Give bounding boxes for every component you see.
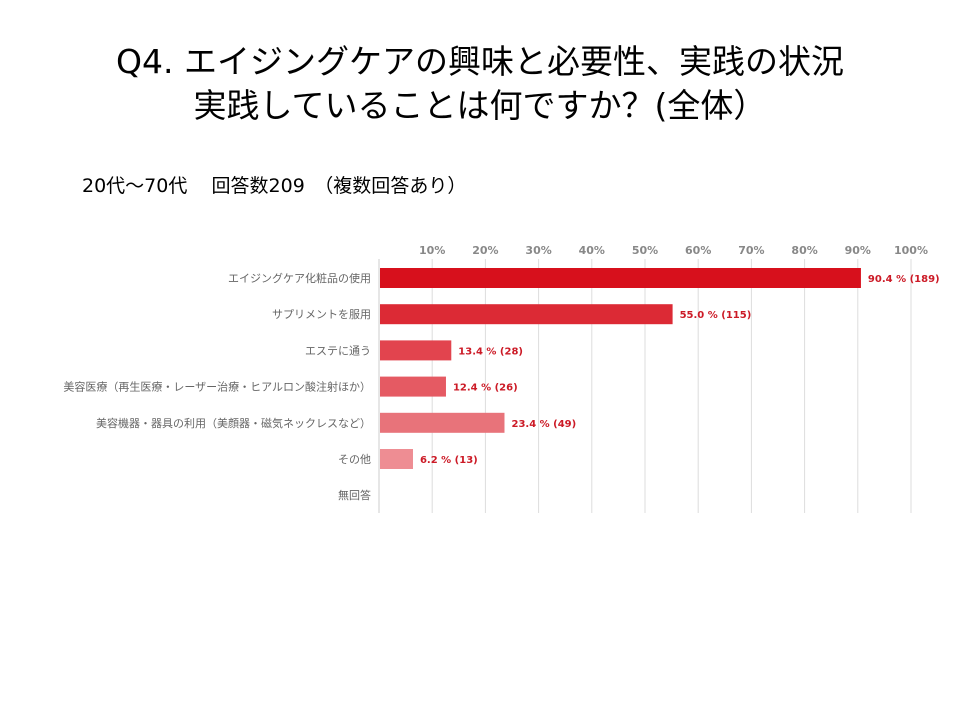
subtitle-response-count: 回答数209 （複数回答あり） [211, 175, 467, 197]
x-tick-label: 60% [685, 244, 711, 257]
x-tick-label: 90% [845, 244, 871, 257]
data-label: 6.2 % (13) [420, 455, 478, 466]
data-label: 13.4 % (28) [458, 346, 523, 357]
data-label: 12.4 % (26) [453, 383, 518, 394]
category-label: サプリメントを服用 [272, 308, 371, 321]
x-tick-label: 20% [472, 244, 498, 257]
bar [380, 412, 505, 433]
data-label: 55.0 % (115) [680, 310, 752, 321]
category-label: その他 [338, 453, 371, 466]
title-line-1: Q4. エイジングケアの興味と必要性、実践の状況 [116, 42, 844, 81]
slide-title: Q4. エイジングケアの興味と必要性、実践の状況 実践していることは何ですか？(… [0, 40, 960, 128]
x-tick-label: 80% [791, 244, 817, 257]
category-label: エステに通う [305, 344, 371, 357]
subtitle: 20代～70代 回答数209 （複数回答あり） [82, 172, 466, 200]
x-tick-label: 10% [419, 244, 445, 257]
bar [380, 304, 673, 325]
bar [380, 340, 452, 361]
x-tick-label: 30% [525, 244, 551, 257]
x-tick-label: 50% [632, 244, 658, 257]
category-label: 美容医療（再生医療・レーザー治療・ヒアルロン酸注射ほか） [63, 380, 371, 394]
title-line-2: 実践していることは何ですか？(全体） [193, 86, 767, 125]
bar [380, 268, 861, 288]
x-tick-label: 70% [738, 244, 764, 257]
category-label: 美容機器・器具の利用（美顔器・磁気ネックレスなど） [96, 416, 371, 430]
subtitle-age-range: 20代～70代 [82, 175, 188, 197]
x-tick-label: 40% [579, 244, 605, 257]
category-label: エイジングケア化粧品の使用 [228, 271, 371, 285]
data-label: 23.4 % (49) [511, 419, 576, 430]
data-label: 90.4 % (189) [868, 274, 940, 285]
bar [380, 449, 413, 469]
bar [380, 376, 446, 397]
category-label: 無回答 [338, 488, 371, 502]
x-tick-label: 100% [894, 244, 928, 257]
